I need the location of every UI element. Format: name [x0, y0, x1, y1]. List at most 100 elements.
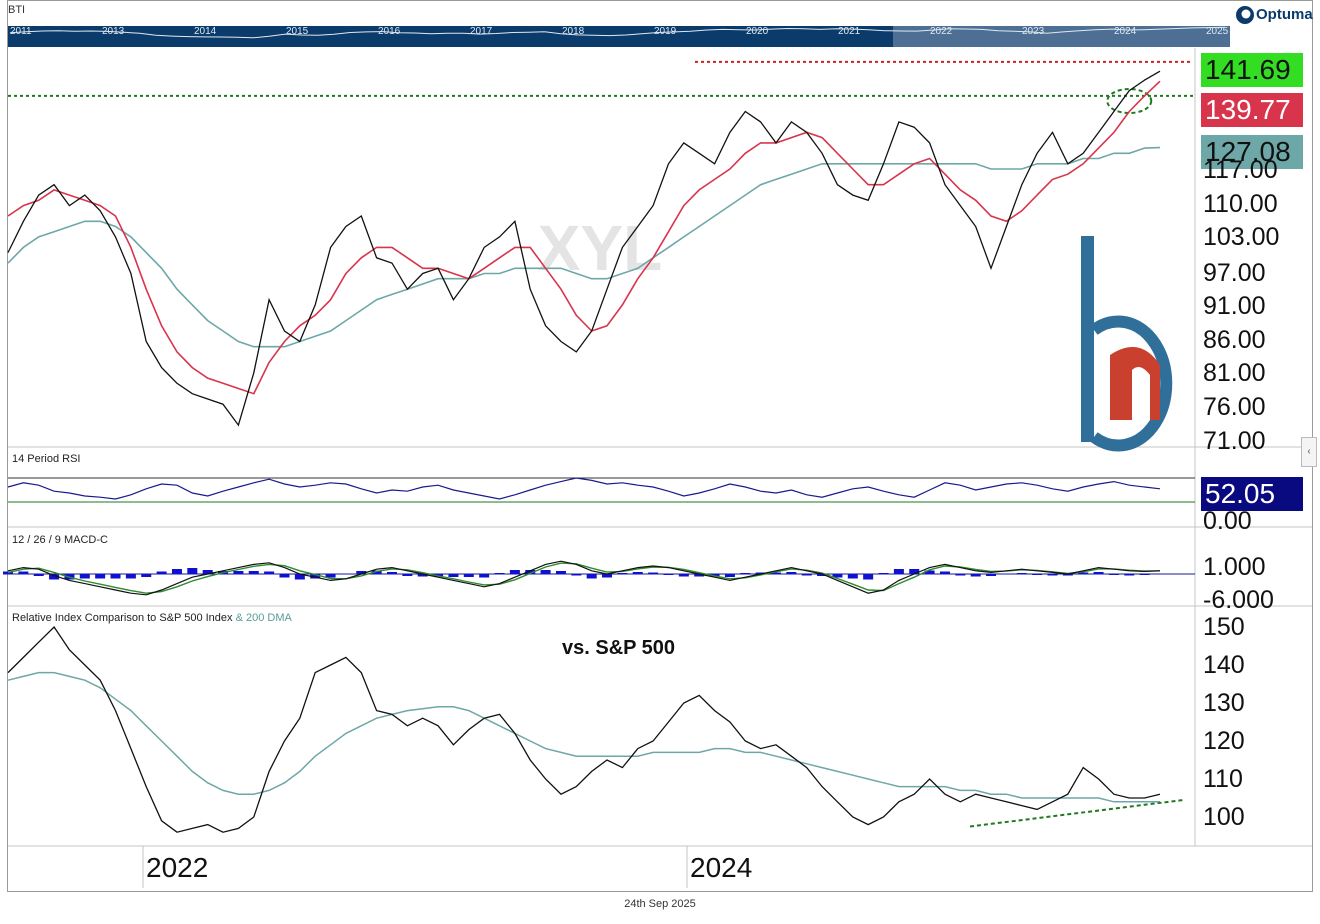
- macd-hist-bar-66: [1016, 573, 1027, 575]
- price-axis-label-7: 76.00: [1203, 393, 1266, 421]
- relative-axis-label-2: 130: [1203, 689, 1245, 717]
- relative-support-trendline: [969, 798, 1185, 828]
- macd-hist-bar-18: [279, 574, 290, 578]
- navigator-year-2015: 2015: [286, 26, 309, 37]
- macd-hist-bar-67: [1032, 574, 1043, 575]
- macd-hist-bar-56: [863, 574, 874, 580]
- navigator-year-2014: 2014: [194, 26, 217, 37]
- macd-hist-bar-74: [1139, 574, 1150, 575]
- macd-hist-bar-12: [187, 568, 198, 575]
- macd-hist-bar-27: [417, 574, 428, 577]
- macd-hist-bar-52: [801, 574, 812, 576]
- macd-hist-bar-29: [448, 574, 459, 577]
- macd-hist-bar-0: [3, 571, 13, 575]
- rsi-line: [7, 477, 1161, 500]
- brand-mark-logo: [1081, 236, 1173, 452]
- macd-pane-title: 12 / 26 / 9 MACD-C: [12, 534, 108, 546]
- macd-hist-bar-39: [602, 574, 613, 578]
- relative-title-dma: & 200 DMA: [235, 612, 292, 624]
- optuma-logo-icon: [1236, 6, 1254, 24]
- navigator-price-line: [9, 26, 1226, 39]
- macd-hist-bar-23: [356, 571, 367, 575]
- macd-hist-bar-42: [648, 572, 659, 575]
- x-axis-label-0: 2022: [146, 852, 209, 883]
- macd-hist-bar-70: [1078, 572, 1089, 575]
- macd-hist-bar-43: [663, 574, 674, 575]
- price-axis-label-0: 117.00: [1203, 156, 1278, 184]
- annotation-vs-sp500: vs. S&P 500: [562, 637, 676, 659]
- relative-axis-label-1: 140: [1203, 651, 1245, 679]
- navigator-year-2020: 2020: [746, 26, 769, 37]
- macd-hist-bar-63: [970, 574, 981, 577]
- navigator-year-2025: 2025: [1206, 26, 1229, 37]
- price-axis-label-5: 86.00: [1203, 326, 1266, 354]
- macd-hist-bar-44: [678, 574, 689, 577]
- macd-hist-bar-53: [817, 574, 828, 576]
- rsi-last-tag: 52.05: [1201, 477, 1303, 511]
- macd-hist-bar-1: [18, 571, 29, 575]
- macd-hist-bar-16: [248, 571, 259, 575]
- sma50-line: [7, 80, 1161, 395]
- macd-hist-bar-21: [325, 574, 336, 578]
- macd-hist-bar-45: [694, 574, 705, 577]
- macd-hist-bar-72: [1108, 574, 1119, 575]
- macd-hist-bar-73: [1124, 574, 1135, 576]
- ticker-label: BTI: [8, 4, 26, 16]
- macd-hist-bar-10: [156, 571, 167, 575]
- macd-hist-bar-33: [509, 570, 520, 575]
- price-line: [7, 70, 1161, 427]
- macd-hist-bar-51: [786, 572, 797, 575]
- scroll-left-button[interactable]: ‹: [1301, 437, 1317, 467]
- macd-hist-bar-68: [1047, 574, 1058, 576]
- macd-hist-bar-8: [125, 574, 136, 579]
- navigator-year-2024: 2024: [1114, 26, 1137, 37]
- macd-hist-bar-48: [740, 573, 751, 575]
- macd-hist-bar-50: [771, 572, 781, 575]
- macd-hist-bar-19: [294, 574, 305, 580]
- macd-hist-bar-15: [233, 571, 244, 575]
- rsi-axis-label-0: 0.00: [1203, 507, 1252, 535]
- price-axis-label-8: 71.00: [1203, 427, 1266, 455]
- footer-date: 24th Sep 2025: [624, 898, 696, 910]
- navigator-year-2016: 2016: [378, 26, 401, 37]
- macd-hist-bar-35: [540, 570, 551, 575]
- macd-hist-bar-11: [171, 569, 182, 575]
- macd-axis-label-0: 1.000: [1203, 553, 1266, 581]
- relative-pane-title: Relative Index Comparison to S&P 500 Ind…: [12, 612, 292, 624]
- relative-title-text: Relative Index Comparison to S&P 500 Ind…: [12, 612, 233, 624]
- macd-line: [7, 560, 1161, 596]
- brand-mark-inner: [1110, 347, 1160, 420]
- macd-hist-bar-13: [202, 570, 213, 575]
- macd-hist-bar-24: [371, 570, 382, 575]
- macd-hist-bar-55: [847, 574, 858, 579]
- sma50-last-tag: 139.77: [1201, 93, 1303, 127]
- brand-mark-stem: [1081, 236, 1094, 442]
- navigator-year-2022: 2022: [930, 26, 953, 37]
- relative-axis-label-4: 110: [1203, 765, 1243, 793]
- macd-axis-label-1: -6.000: [1203, 586, 1274, 614]
- navigator-selection[interactable]: [893, 26, 1230, 47]
- macd-hist-bar-40: [617, 573, 628, 575]
- macd-hist-bar-65: [1001, 573, 1012, 575]
- relative-line: [7, 625, 1161, 833]
- macd-hist-bar-58: [893, 569, 904, 575]
- macd-hist-bar-62: [955, 574, 966, 576]
- macd-hist-bar-60: [924, 570, 935, 575]
- macd-hist-bar-2: [33, 574, 44, 576]
- macd-hist-bar-7: [110, 574, 121, 579]
- price-axis-label-1: 110.00: [1203, 190, 1278, 218]
- price-axis-label-3: 97.00: [1203, 259, 1266, 287]
- relative-axis-label-3: 120: [1203, 727, 1245, 755]
- optuma-logo: [1234, 4, 1314, 26]
- relative-dma200-line: [7, 671, 1160, 803]
- macd-hist-bar-30: [463, 574, 474, 577]
- macd-hist-bar-20: [310, 574, 321, 579]
- macd-hist-bar-47: [724, 574, 735, 577]
- price-axis-label-4: 91.00: [1203, 292, 1266, 320]
- navigator-year-2011: 2011: [10, 26, 32, 37]
- macd-hist-bar-71: [1093, 572, 1104, 575]
- macd-hist-bar-3: [49, 574, 60, 580]
- macd-hist-bar-57: [878, 573, 889, 575]
- macd-hist-bar-61: [939, 571, 950, 575]
